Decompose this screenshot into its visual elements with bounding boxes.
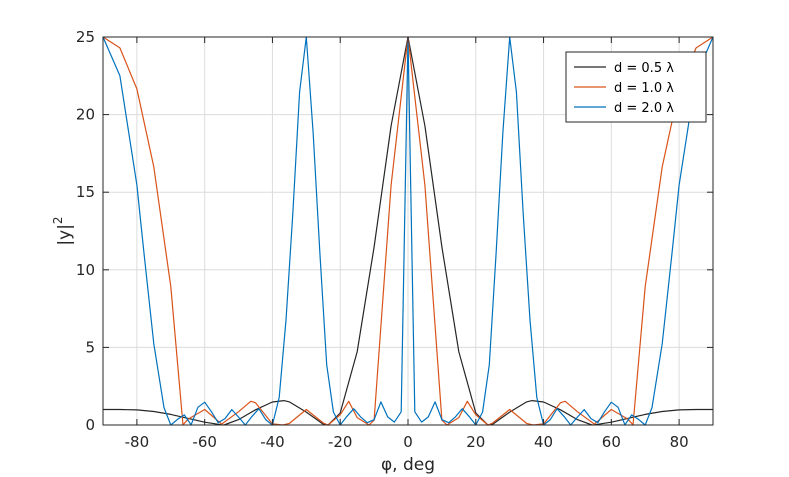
x-tick-label: 80 [670,433,689,451]
x-tick-label: -20 [328,433,353,451]
x-tick-label: 20 [466,433,485,451]
y-tick-label: 15 [76,183,95,201]
y-tick-label: 10 [76,261,95,279]
x-tick-label: 0 [403,433,413,451]
x-tick-label: -80 [125,433,150,451]
x-tick-label: -60 [192,433,217,451]
x-tick-label: 40 [534,433,553,451]
x-tick-label: -40 [260,433,285,451]
grid [103,36,713,426]
y-axis-label-text: |y| [55,224,75,246]
legend: d = 0.5 λ d = 1.0 λ d = 2.0 λ [565,51,707,123]
legend-label-1: d = 0.5 λ [614,61,674,76]
y-tick-label: 5 [85,338,95,356]
y-axis-label-superscript: 2 [51,216,65,224]
y-tick-label: 20 [76,106,95,124]
y-tick-label: 0 [85,416,95,434]
y-axis-label: |y|2 [51,216,75,245]
legend-label-2: d = 1.0 λ [614,81,674,96]
x-tick-label: 60 [602,433,621,451]
legend-label-3: d = 2.0 λ [614,101,674,116]
axis-ticks: -80 -60 -40 -20 0 20 40 60 80 0 5 10 15 20 25 [76,28,713,451]
x-axis-label: φ, deg [381,455,435,475]
y-tick-label: 25 [76,28,95,46]
